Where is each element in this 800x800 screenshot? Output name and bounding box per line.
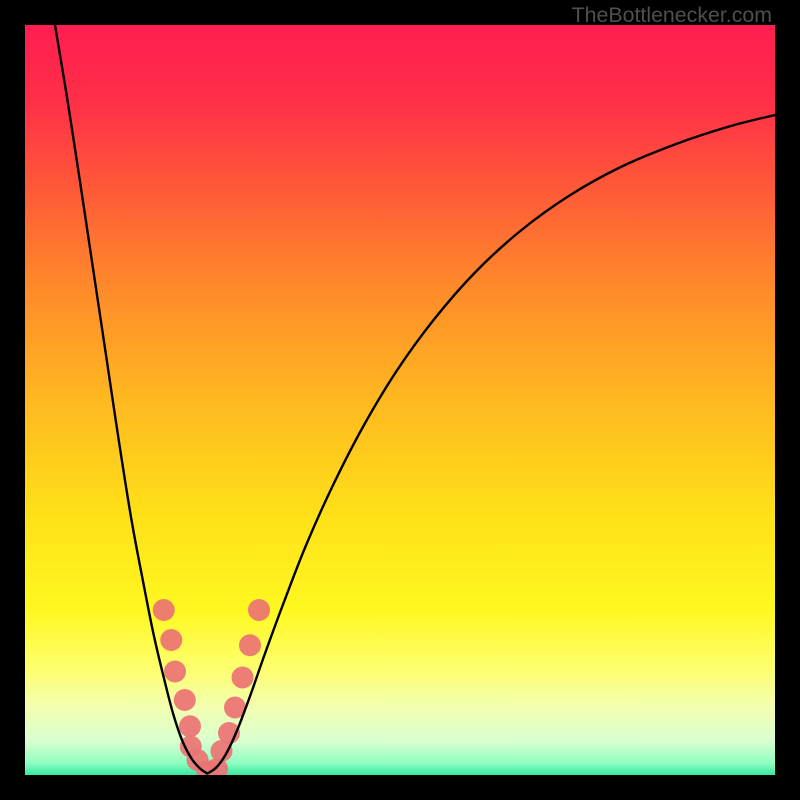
watermark-text: TheBottlenecker.com xyxy=(572,3,772,28)
right-curve xyxy=(207,115,775,774)
curve-layer xyxy=(25,25,775,775)
marker-dot xyxy=(160,629,182,651)
marker-dot xyxy=(239,634,261,656)
marker-dot xyxy=(248,599,270,621)
marker-dot xyxy=(179,715,201,737)
marker-dot xyxy=(153,599,175,621)
marker-dot xyxy=(174,689,196,711)
left-curve xyxy=(55,25,207,774)
marker-dot xyxy=(164,661,186,683)
plot-area xyxy=(25,25,775,775)
marker-dot xyxy=(232,667,254,689)
